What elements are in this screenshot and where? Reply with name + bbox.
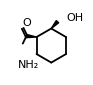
Text: NH₂: NH₂ [18,60,39,70]
Text: O: O [22,18,31,28]
Text: OH: OH [67,13,84,23]
Polygon shape [51,21,59,29]
Polygon shape [26,34,37,38]
